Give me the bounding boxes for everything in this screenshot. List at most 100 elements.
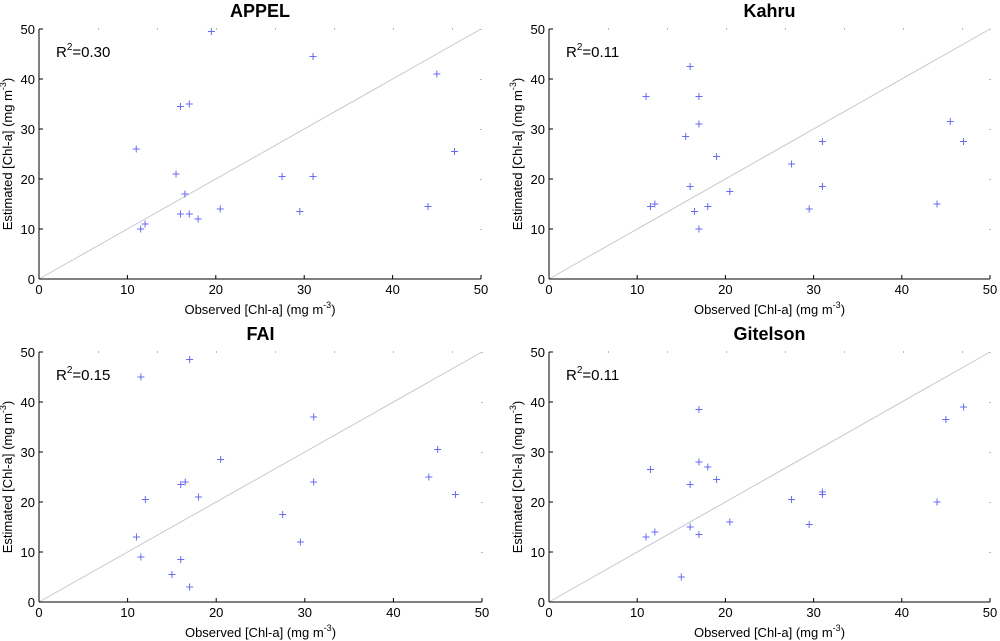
data-point <box>137 553 145 561</box>
data-point <box>651 528 659 536</box>
y-tick-label: 40 <box>21 72 35 87</box>
y-axis-label: Estimated [Chl-a] (mg m-3) <box>0 401 15 554</box>
data-point <box>176 103 184 110</box>
data-point <box>279 511 287 518</box>
data-point <box>933 200 941 208</box>
x-tick-label: 30 <box>297 282 311 297</box>
data-point <box>788 160 796 168</box>
data-point <box>805 521 813 528</box>
data-point <box>704 463 712 471</box>
chart-panel-kahru: Kahru 0 10 20 30 40 50 0 10 20 30 40 50 Observed [Chl… <box>508 1 997 317</box>
data-point <box>942 416 950 423</box>
y-tick-label: 0 <box>28 595 35 610</box>
data-point <box>695 458 703 466</box>
r-squared-label: R2=0.15 <box>56 365 110 384</box>
data-point <box>695 406 703 413</box>
data-point <box>695 93 703 100</box>
data-point <box>818 183 826 190</box>
data-point <box>172 170 180 178</box>
y-axis-label: Estimated [Chl-a] (mg m-3) <box>508 401 525 554</box>
data-point <box>132 145 140 153</box>
y-tick-label: 40 <box>21 395 35 410</box>
data-point <box>278 173 286 180</box>
x-tick-label: 10 <box>630 605 644 620</box>
x-tick-label: 40 <box>386 605 400 620</box>
data-point <box>433 70 441 78</box>
chart-panel-appel: APPEL 0 10 20 30 40 50 0 10 20 30 40 50 Observed [Chl… <box>0 1 488 317</box>
data-point <box>424 203 432 210</box>
chart-title: Gitelson <box>733 324 805 344</box>
data-point <box>310 413 318 421</box>
data-point <box>168 571 176 578</box>
data-point <box>217 456 225 463</box>
r-squared-label: R2=0.11 <box>566 365 619 384</box>
x-tick-label: 50 <box>474 282 488 297</box>
data-point <box>434 446 442 453</box>
one-to-one-line <box>38 28 482 280</box>
y-tick-label: 30 <box>531 122 545 137</box>
y-tick-label: 20 <box>21 495 35 510</box>
y-tick-label: 20 <box>531 172 545 187</box>
data-point <box>686 481 694 488</box>
x-tick-label: 20 <box>209 282 223 297</box>
chart-panel-fai: FAI 0 10 20 30 40 50 0 10 20 30 40 50 Observed [Chl-a… <box>0 324 489 640</box>
x-tick-label: 40 <box>895 605 909 620</box>
y-tick-label: 10 <box>531 222 545 237</box>
x-tick-label: 20 <box>718 605 732 620</box>
data-point <box>805 205 813 213</box>
x-axis-label: Observed [Chl-a] (mg m-3) <box>694 623 845 640</box>
x-tick-label: 50 <box>983 282 997 297</box>
data-point <box>137 373 145 381</box>
data-point <box>695 225 703 233</box>
x-tick-label: 30 <box>298 605 312 620</box>
data-point <box>651 200 659 208</box>
y-axis-label: Estimated [Chl-a] (mg m-3) <box>508 78 525 231</box>
data-point <box>186 583 194 591</box>
r-squared-label: R2=0.11 <box>566 42 619 61</box>
data-point <box>960 138 968 145</box>
x-tick-label: 20 <box>209 605 223 620</box>
data-point <box>686 63 694 70</box>
data-point <box>642 93 650 100</box>
data-point <box>177 481 185 488</box>
data-point <box>451 491 459 498</box>
chart-title: APPEL <box>230 1 290 21</box>
data-point <box>818 138 826 145</box>
x-tick-label: 30 <box>806 282 820 297</box>
x-tick-label: 0 <box>545 605 552 620</box>
data-point <box>207 28 215 35</box>
data-point <box>181 190 189 198</box>
data-point <box>296 538 304 546</box>
x-tick-label: 50 <box>983 605 997 620</box>
y-axis-label: Estimated [Chl-a] (mg m-3) <box>0 78 15 231</box>
data-point <box>646 203 654 210</box>
y-tick-label: 10 <box>531 545 545 560</box>
x-tick-label: 40 <box>385 282 399 297</box>
x-tick-label: 50 <box>475 605 489 620</box>
data-point <box>185 210 193 218</box>
y-tick-label: 50 <box>21 22 35 37</box>
r-squared-label: R2=0.30 <box>56 42 110 61</box>
data-point <box>726 188 734 195</box>
one-to-one-line <box>548 351 991 603</box>
x-axis-label: Observed [Chl-a] (mg m-3) <box>184 300 335 317</box>
x-tick-label: 0 <box>545 282 552 297</box>
data-point <box>646 466 654 473</box>
one-to-one-line <box>38 351 483 603</box>
y-tick-label: 50 <box>531 22 545 37</box>
x-axis-label: Observed [Chl-a] (mg m-3) <box>185 623 336 640</box>
data-point <box>132 533 140 541</box>
data-point <box>296 208 304 215</box>
data-point <box>818 491 826 498</box>
data-point <box>216 205 224 213</box>
x-tick-label: 10 <box>120 605 134 620</box>
data-point <box>682 133 690 140</box>
data-point <box>194 493 202 501</box>
data-point <box>686 523 694 531</box>
y-tick-label: 10 <box>21 222 35 237</box>
data-point <box>695 120 703 128</box>
data-point <box>704 203 712 210</box>
y-tick-label: 30 <box>21 445 35 460</box>
y-tick-label: 50 <box>21 345 35 360</box>
